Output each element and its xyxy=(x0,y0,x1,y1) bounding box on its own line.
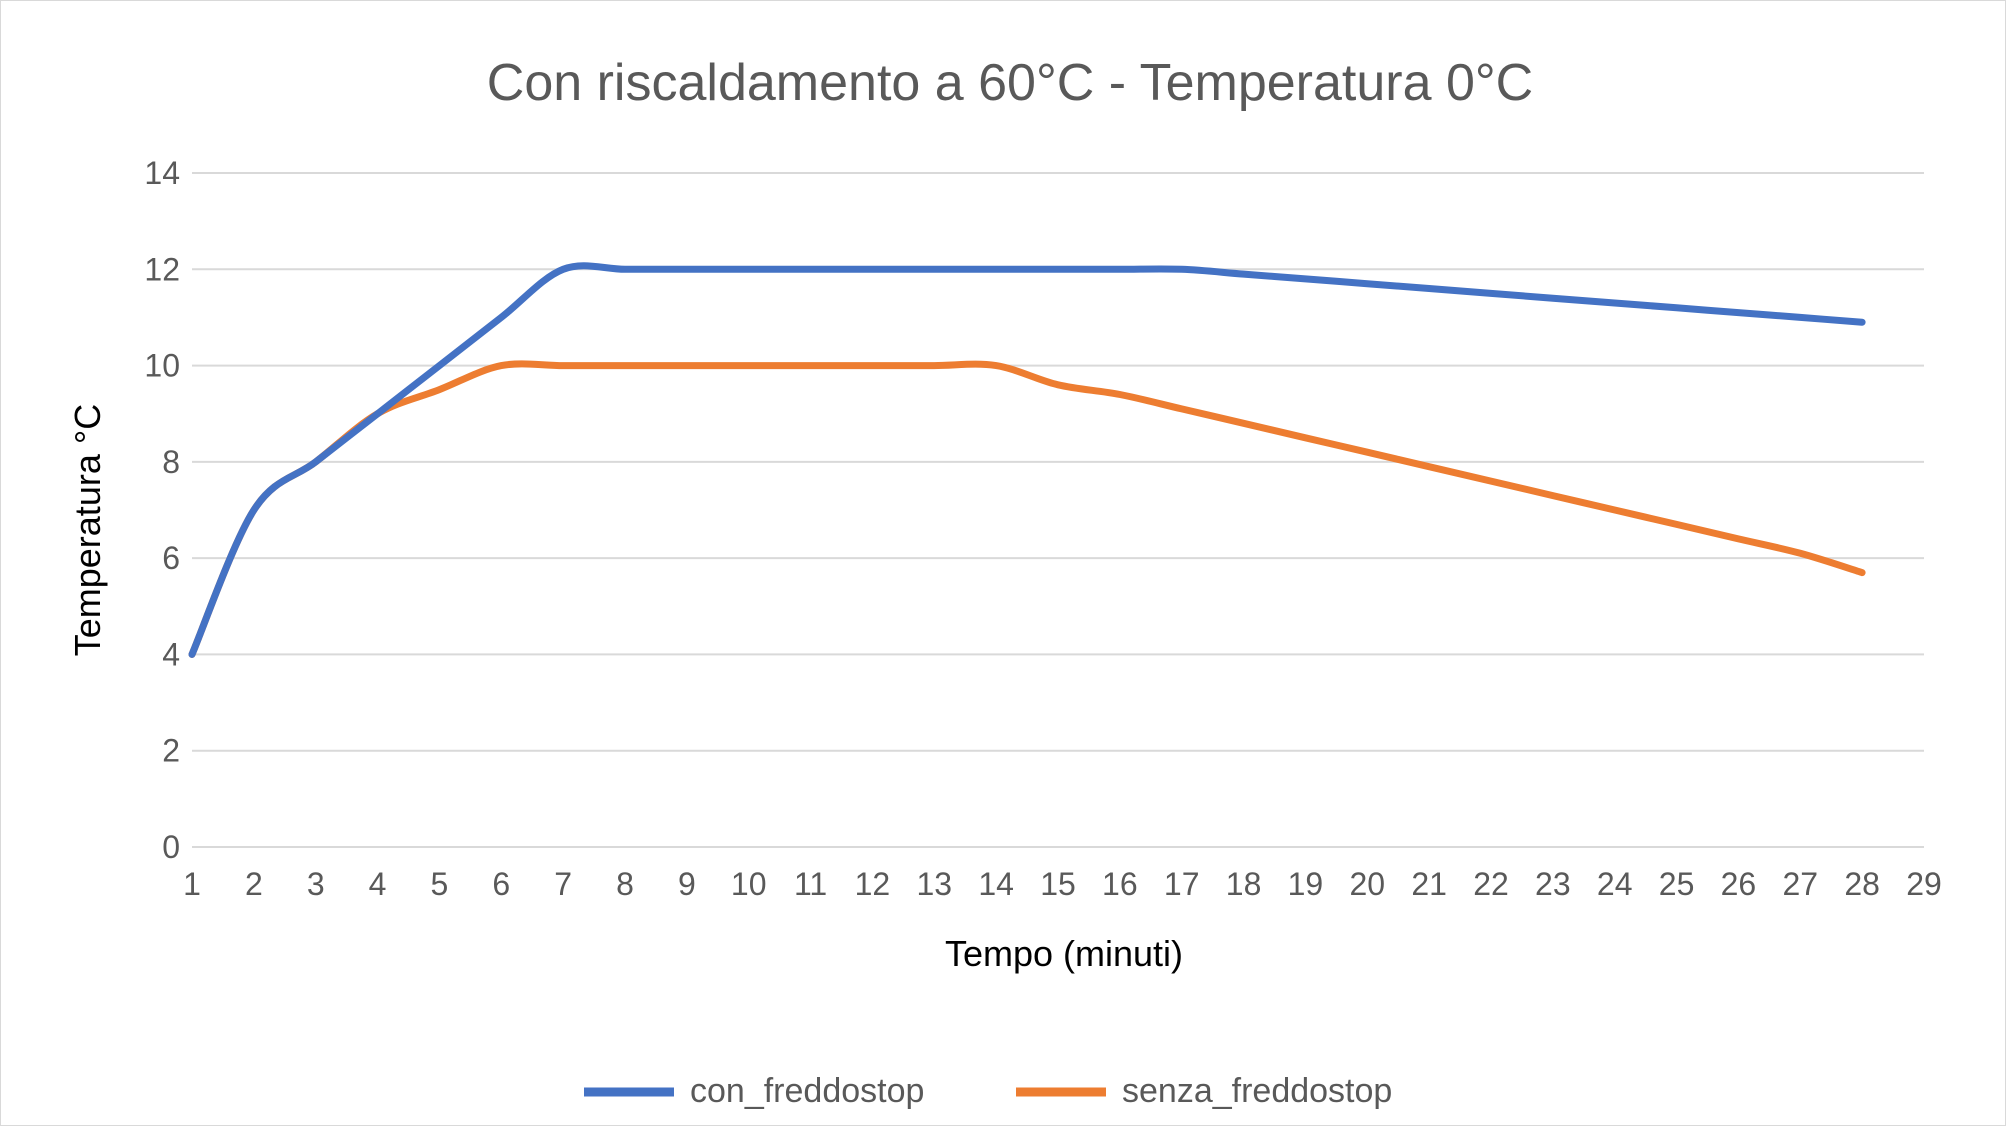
x-tick-label: 2 xyxy=(245,866,263,902)
y-tick-label: 4 xyxy=(162,636,180,672)
x-tick-label: 4 xyxy=(369,866,387,902)
y-tick-label: 2 xyxy=(162,733,180,769)
legend-label-senza-freddostop: senza_freddostop xyxy=(1122,1072,1392,1110)
y-tick-label: 12 xyxy=(144,251,180,287)
series-lines xyxy=(188,262,1866,658)
x-tick-label: 3 xyxy=(307,866,325,902)
x-tick-label: 17 xyxy=(1164,866,1200,902)
x-tick-label: 9 xyxy=(678,866,696,902)
x-tick-label: 28 xyxy=(1844,866,1880,902)
series-line-con-freddostop xyxy=(188,262,1866,658)
y-axis-ticks: 0 2 4 6 8 10 12 14 xyxy=(144,155,180,865)
x-tick-label: 10 xyxy=(731,866,767,902)
x-tick-label: 19 xyxy=(1288,866,1324,902)
y-tick-label: 8 xyxy=(162,444,180,480)
y-tick-label: 6 xyxy=(162,540,180,576)
legend-label-con-freddostop: con_freddostop xyxy=(690,1072,924,1110)
x-axis-title: Tempo (minuti) xyxy=(945,933,1183,974)
x-tick-label: 22 xyxy=(1473,866,1509,902)
legend: con_freddostop senza_freddostop xyxy=(584,1072,1392,1110)
x-tick-label: 24 xyxy=(1597,866,1633,902)
x-tick-label: 11 xyxy=(794,866,827,902)
gridlines xyxy=(192,172,1924,848)
x-tick-label: 8 xyxy=(616,866,634,902)
series-line-senza-freddostop xyxy=(188,360,1866,658)
x-tick-label: 23 xyxy=(1535,866,1571,902)
y-tick-label: 14 xyxy=(144,155,180,191)
x-tick-label: 21 xyxy=(1411,866,1447,902)
y-tick-label: 0 xyxy=(162,829,180,865)
x-tick-label: 26 xyxy=(1721,866,1757,902)
x-tick-label: 16 xyxy=(1102,866,1138,902)
x-tick-label: 29 xyxy=(1906,866,1942,902)
y-tick-label: 10 xyxy=(144,348,180,384)
x-tick-label: 20 xyxy=(1349,866,1385,902)
x-tick-label: 7 xyxy=(554,866,572,902)
x-tick-label: 18 xyxy=(1226,866,1262,902)
x-tick-label: 5 xyxy=(431,866,449,902)
x-tick-label: 6 xyxy=(492,866,510,902)
chart-title: Con riscaldamento a 60°C - Temperatura 0… xyxy=(487,54,1533,112)
x-tick-label: 14 xyxy=(978,866,1014,902)
x-tick-label: 13 xyxy=(916,866,952,902)
x-tick-label: 15 xyxy=(1040,866,1076,902)
x-tick-label: 1 xyxy=(183,866,201,902)
x-tick-label: 25 xyxy=(1659,866,1695,902)
y-axis-title: Temperatura °C xyxy=(67,404,108,657)
x-axis-ticks: 1 2 3 4 5 6 7 8 9 10 11 12 13 14 15 16 17 18 19 20 21 22 23 24 2… xyxy=(183,866,1942,902)
x-tick-label: 12 xyxy=(855,866,891,902)
x-tick-label: 27 xyxy=(1782,866,1818,902)
